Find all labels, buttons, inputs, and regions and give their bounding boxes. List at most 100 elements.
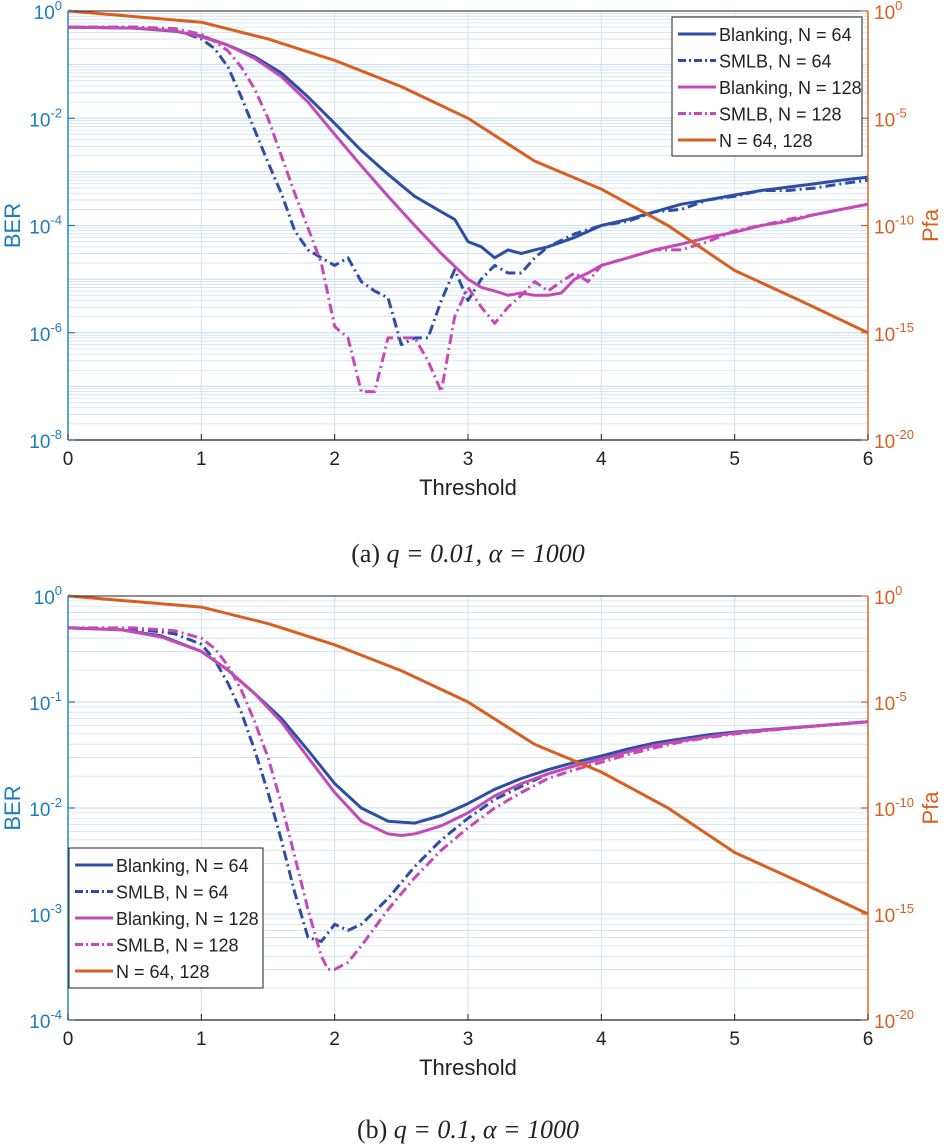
chart-a-legend-label-0: Blanking, N = 64 [719,25,852,45]
chart-a-left-tick-label-base: 10 [29,325,50,346]
chart-b-series [68,594,868,971]
chart-a-left-axis-title: BER [0,203,25,248]
chart-a-left-tick-label-exponent: -4 [50,213,62,228]
caption-b-math: q = 0.1, α = 1000 [394,1115,579,1144]
chart-a-left-tick-label-exponent: -6 [50,320,62,335]
chart-a-x-tick-label: 3 [463,449,474,470]
caption-a-label: (a) [351,539,386,568]
chart-a-x-tick-label: 5 [729,449,740,470]
chart-panel-b: 0 1 2 3 4 5 6Threshold10010-110-210-310-4BER10… [0,583,943,1080]
chart-b-left-tick-label-exponent: 0 [55,583,62,598]
chart-a-left-tick-label-exponent: -2 [50,105,62,120]
chart-b-left-tick-label-exponent: -1 [50,689,62,704]
chart-a-legend-label-4: N = 64, 128 [719,131,813,151]
chart-b-right-tick-label-base: 10 [874,1012,895,1033]
chart-b-left-tick-label-exponent: -4 [50,1007,62,1022]
chart-b-right-tick-label-base: 10 [874,906,895,927]
chart-a-x-tick-label: 0 [63,449,74,470]
chart-b-right-tick-label-exponent: 0 [895,583,902,598]
chart-a-right-tick-label: 100 [874,0,902,24]
chart-b-left-tick-label-base: 10 [29,1012,50,1033]
chart-a-right-tick-label-exponent: -15 [895,320,914,335]
chart-a-right-tick-label-base: 10 [874,3,895,24]
chart-b-right-tick-label-base: 10 [874,588,895,609]
chart-b-left-tick-label: 10-2 [29,795,62,821]
chart-b-legend-label-1: SMLB, N = 64 [116,883,229,903]
chart-a-x-tick-label: 6 [863,449,874,470]
chart-b-series-line-4 [68,594,868,916]
chart-a-x-tick-label: 2 [329,449,340,470]
chart-b-x-tick-label: 0 [63,1029,74,1050]
chart-b-x-axis-title: Threshold [419,1055,517,1080]
chart-b-right-tick-label-exponent: -15 [895,901,914,916]
chart-panel-a: 0 1 2 3 4 5 6Threshold10010-210-410-610-8BER10… [0,0,943,500]
chart-b-x-tick-label: 5 [729,1029,740,1050]
chart-b-legend-label-2: Blanking, N = 128 [116,909,259,929]
chart-b-legend: Blanking, N = 64 SMLB, N = 64 Blanking, N … [68,847,264,989]
chart-a-right-tick-label-exponent: -5 [895,105,907,120]
chart-a-left-tick-label-base: 10 [34,3,55,24]
chart-a-series [68,9,868,394]
chart-b-right-axis-title: Pfa [918,791,943,825]
chart-b-right-tick-label-base: 10 [874,694,895,715]
chart-b-right-tick-label-exponent: -10 [895,795,914,810]
caption-b-label: (b) [357,1115,394,1144]
chart-b-left-axis-title: BER [0,785,25,830]
chart-a-series-line-1 [68,25,868,347]
chart-a-series-line-2 [68,25,868,297]
chart-b-left-tick-label-base: 10 [29,694,50,715]
chart-b-left-tick-label: 10-4 [29,1007,62,1033]
chart-a-right-tick-label-exponent: -10 [895,213,914,228]
chart-b-right-tick-label-exponent: -5 [895,689,907,704]
chart-a-series-line-4 [68,9,868,335]
chart-a-series-line-0 [68,25,868,260]
chart-b-right-tick-label: 10-10 [874,795,914,821]
chart-a-right-tick-label-exponent: 0 [895,0,902,13]
chart-b-x-tick-label: 6 [863,1029,874,1050]
chart-a-right-tick-label: 10-10 [874,213,914,239]
chart-a-right-tick-label: 10-15 [874,320,914,346]
chart-b-right-tick-label: 100 [874,583,902,609]
caption-a: (a) q = 0.01, α = 1000 [351,539,585,568]
chart-b-right-tick-label: 10-20 [874,1007,914,1033]
chart-a-left-tick-label-base: 10 [29,110,50,131]
chart-b-legend-label-3: SMLB, N = 128 [116,936,239,956]
chart-b-x-tick-label: 1 [196,1029,207,1050]
chart-b-x-tick-label: 4 [596,1029,607,1050]
chart-a-right-tick-label-base: 10 [874,432,895,453]
chart-a-legend-label-3: SMLB, N = 128 [719,105,842,125]
chart-a-x-tick-label: 4 [596,449,607,470]
chart-a-right-tick-label-base: 10 [874,110,895,131]
chart-a-legend: Blanking, N = 64 SMLB, N = 64 Blanking, N … [671,16,863,157]
chart-a-legend-label-1: SMLB, N = 64 [719,52,832,72]
chart-b-right-tick-label: 10-15 [874,901,914,927]
chart-a-left-tick-label: 10-4 [29,213,62,239]
chart-a-legend-label-2: Blanking, N = 128 [719,78,862,98]
chart-a-left-tick-label-base: 10 [29,218,50,239]
chart-a-left-tick-label-exponent: -8 [50,427,62,442]
chart-a-left-tick-label: 100 [34,0,62,24]
chart-a-right-tick-label-base: 10 [874,325,895,346]
chart-a-left-tick-label: 10-2 [29,105,62,131]
chart-b-left-tick-label-exponent: -2 [50,795,62,810]
chart-a-right-axis-title: Pfa [918,208,943,242]
chart-a-left-tick-label-base: 10 [29,432,50,453]
chart-a-series-line-3 [68,25,868,394]
chart-b-left-tick-label: 100 [34,583,62,609]
chart-a-right-tick-label-exponent: -20 [895,427,914,442]
chart-a-left-tick-label: 10-6 [29,320,62,346]
chart-b-left-tick-label: 10-1 [29,689,62,715]
chart-a-right-tick-label: 10-20 [874,427,914,453]
chart-b-right-tick-label-exponent: -20 [895,1007,914,1022]
chart-a-left-tick-label-exponent: 0 [55,0,62,13]
chart-a-x-axis-title: Threshold [419,475,517,500]
chart-b-left-tick-label-base: 10 [29,906,50,927]
chart-b-x-tick-label: 3 [463,1029,474,1050]
caption-b: (b) q = 0.1, α = 1000 [357,1115,579,1144]
chart-b-left-tick-label-base: 10 [29,800,50,821]
chart-a-x-tick-label: 1 [196,449,207,470]
chart-b-legend-label-0: Blanking, N = 64 [116,856,249,876]
chart-b-right-tick-label: 10-5 [874,689,907,715]
chart-a-right-tick-label-base: 10 [874,218,895,239]
